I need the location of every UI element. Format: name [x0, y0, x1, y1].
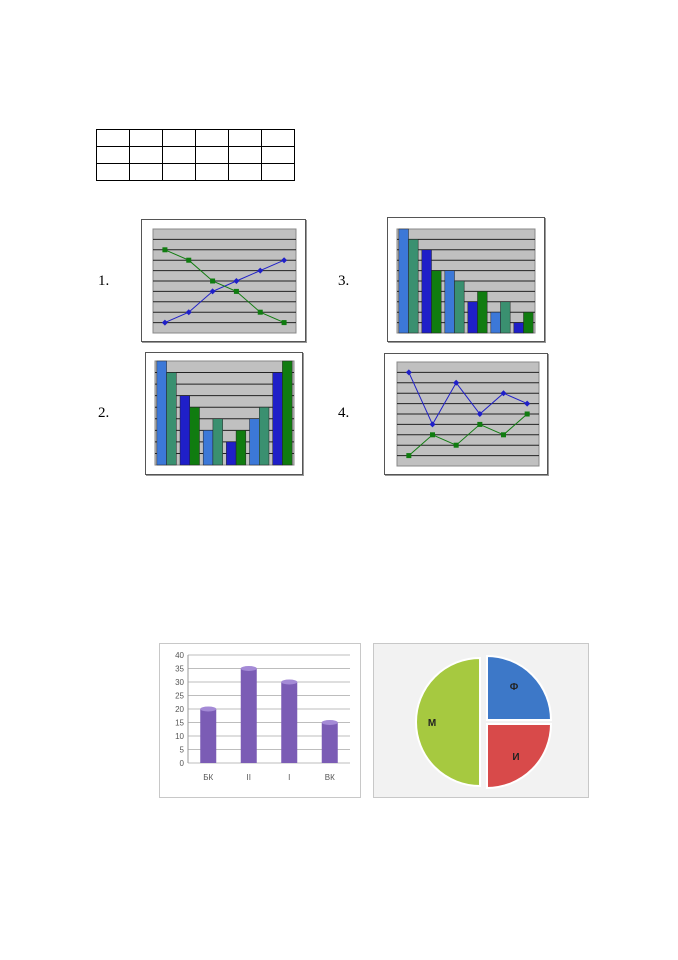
option-label-2: 2. — [98, 405, 110, 421]
bar — [156, 360, 167, 466]
bar — [212, 418, 223, 466]
line-chart-4 — [396, 361, 540, 467]
bar — [272, 372, 283, 466]
chart-panel-3 — [387, 217, 545, 342]
pie-slice-label: И — [512, 752, 519, 763]
bar — [477, 291, 488, 334]
data-point — [524, 400, 531, 407]
bar-top — [321, 720, 338, 725]
line-chart-1 — [152, 228, 297, 334]
data-point — [185, 309, 192, 316]
bar — [454, 280, 465, 334]
pie-slice-label: М — [428, 718, 436, 729]
bar — [513, 322, 524, 334]
data-point — [161, 319, 168, 326]
bar — [189, 406, 200, 466]
x-tick-label: I — [288, 773, 290, 782]
option-label-1: 1. — [98, 273, 110, 289]
bar — [467, 301, 478, 334]
option-label-3: 3. — [338, 273, 350, 289]
data-point — [453, 379, 460, 386]
data-point — [257, 267, 264, 274]
bar — [431, 270, 442, 334]
bar — [166, 372, 177, 466]
bar — [281, 682, 298, 763]
bar — [249, 418, 260, 466]
data-point — [524, 411, 530, 417]
bar-chart-2 — [154, 360, 295, 466]
data-point — [406, 453, 412, 459]
bar — [282, 360, 293, 466]
chart-panel-2 — [145, 352, 303, 475]
bar-chart-panel-5: 0 5 10 15 20 25 30 35 40 БК II I ВК — [159, 643, 361, 798]
data-point — [233, 288, 239, 294]
data-point — [477, 421, 483, 427]
y-tick-label: 0 — [180, 759, 185, 768]
plot-area — [154, 360, 295, 466]
bar — [421, 249, 432, 334]
bar — [202, 430, 214, 466]
series-line-2 — [408, 413, 528, 456]
bar — [444, 270, 455, 334]
x-tick-label: II — [247, 773, 251, 782]
data-point — [500, 390, 507, 397]
pie-slice — [486, 654, 553, 721]
data-point — [210, 278, 216, 284]
data-point — [476, 411, 483, 417]
data-point — [430, 432, 435, 438]
data-point — [429, 421, 436, 428]
series-line-1 — [408, 372, 528, 426]
bar — [500, 301, 511, 334]
data-point — [209, 288, 216, 295]
empty-table — [96, 129, 295, 181]
data-point — [186, 257, 192, 263]
y-tick-label: 25 — [175, 692, 184, 701]
bar-top — [281, 679, 298, 685]
bar-chart-3 — [396, 228, 536, 334]
bar — [226, 441, 237, 466]
y-tick-label: 30 — [175, 678, 184, 687]
bar-top — [240, 666, 257, 671]
y-tick-label: 15 — [175, 719, 184, 728]
chart-panel-4 — [384, 353, 548, 475]
y-tick-label: 10 — [175, 732, 184, 741]
bar — [408, 239, 419, 334]
bar — [235, 430, 247, 466]
data-point — [501, 432, 506, 438]
y-tick-label: 35 — [175, 665, 184, 674]
pie-chart-panel-6: М Ф И — [373, 643, 589, 798]
y-tick-label: 40 — [175, 651, 184, 660]
x-tick-label: БК — [203, 773, 213, 782]
chart-panel-1 — [141, 219, 306, 342]
data-point — [453, 442, 459, 448]
bar — [398, 228, 409, 334]
x-tick-label: ВК — [325, 773, 335, 782]
data-point — [281, 320, 287, 326]
pie-slice-label: Ф — [510, 682, 519, 693]
data-point — [233, 278, 240, 284]
option-label-4: 4. — [338, 405, 350, 421]
bar — [490, 311, 501, 334]
bar — [523, 311, 534, 334]
bar — [240, 668, 257, 763]
data-point — [281, 257, 288, 264]
bar — [179, 395, 190, 466]
pie-slice — [415, 656, 481, 788]
data-point — [257, 309, 263, 315]
pie-chart-6: М Ф И — [415, 654, 553, 790]
pie-slice — [486, 723, 553, 790]
y-tick-label: 20 — [175, 705, 184, 714]
bar — [259, 406, 270, 466]
data-point — [405, 369, 412, 376]
data-point — [162, 247, 168, 253]
bar — [200, 709, 217, 763]
series-line-2 — [164, 249, 285, 324]
y-tick-label: 5 — [180, 746, 185, 755]
bar — [321, 722, 338, 763]
bar-top — [200, 706, 217, 712]
